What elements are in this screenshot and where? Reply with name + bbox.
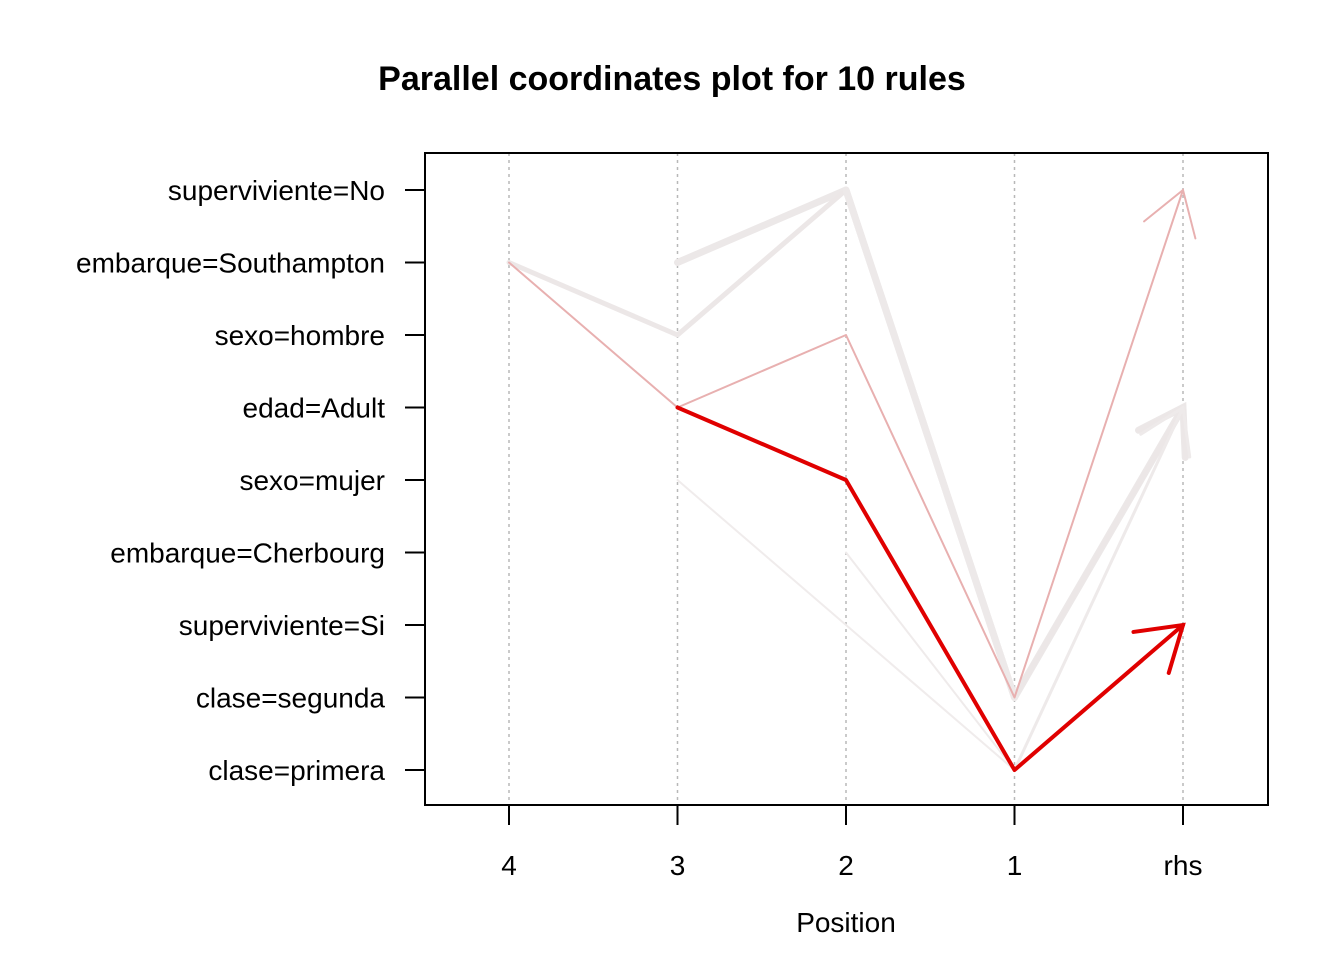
y-tick-label-0: superviviente=No	[168, 175, 385, 206]
rule-6	[508, 188, 1197, 699]
rule-4	[845, 405, 1191, 771]
rule-2	[842, 186, 1018, 701]
y-tick-label-1: embarque=Southampton	[76, 248, 385, 279]
x-tick-label-3: 1	[1007, 850, 1023, 881]
y-tick-label-5: embarque=Cherbourg	[110, 538, 385, 569]
rule-arrowhead-6	[1143, 188, 1197, 240]
x-axis: 4 3 2 1 rhs	[501, 805, 1202, 881]
x-tick-label-1: 3	[670, 850, 686, 881]
x-tick-label-2: 2	[838, 850, 854, 881]
rule-line-3	[676, 406, 1184, 771]
rule-line-2	[842, 186, 1018, 701]
rule-line-6	[508, 189, 1184, 699]
y-tick-label-2: sexo=hombre	[215, 320, 385, 351]
rule-arrowhead-5	[1139, 404, 1192, 459]
rule-lines	[506, 186, 1197, 772]
y-tick-label-4: sexo=mujer	[239, 465, 385, 496]
chart-title: Parallel coordinates plot for 10 rules	[378, 60, 966, 98]
rule-line-5	[1013, 406, 1185, 772]
y-axis: superviviente=No embarque=Southampton sexo…	[76, 175, 425, 786]
x-tick-label-4: rhs	[1164, 850, 1203, 881]
x-tick-label-0: 4	[501, 850, 517, 881]
y-tick-label-8: clase=primera	[208, 755, 385, 786]
y-tick-label-3: edad=Adult	[243, 393, 386, 424]
y-tick-label-7: clase=segunda	[196, 683, 386, 714]
y-tick-label-6: superviviente=Si	[179, 610, 385, 641]
rule-arrowhead-7	[1131, 622, 1186, 675]
rule-7	[675, 405, 1186, 772]
x-axis-title: Position	[796, 907, 896, 938]
rule-5	[1013, 404, 1192, 772]
rule-line-7	[675, 405, 1185, 772]
